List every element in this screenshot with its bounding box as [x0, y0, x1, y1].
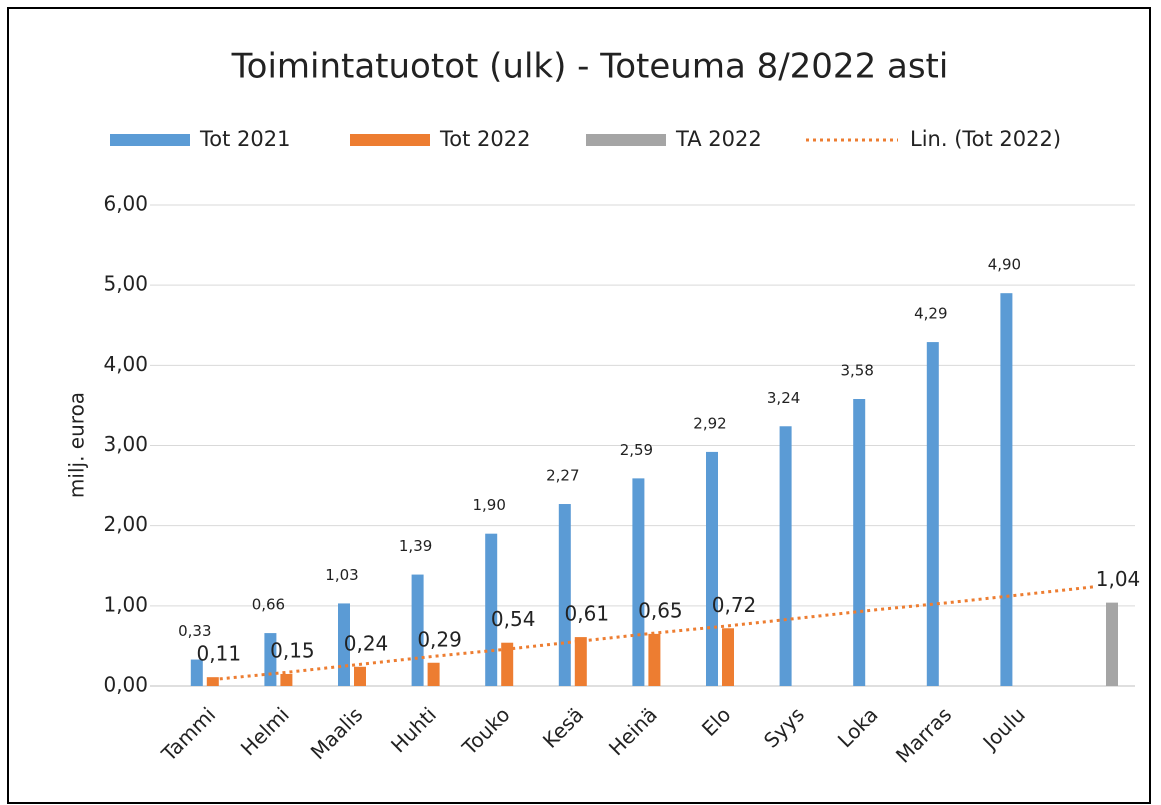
data-label: 0,29 [417, 627, 462, 651]
bar [206, 677, 219, 686]
chart-title: Toimintatuotot (ulk) - Toteuma 8/2022 as… [231, 47, 949, 87]
legend-label: Tot 2022 [439, 127, 530, 151]
data-label: 4,29 [914, 305, 947, 323]
data-label: 0,72 [712, 593, 757, 617]
bar [706, 451, 718, 686]
y-tick-label: 3,00 [103, 432, 148, 456]
data-label: 3,24 [767, 389, 800, 407]
data-label: 0,24 [344, 631, 389, 655]
bar [574, 637, 587, 686]
bar [190, 659, 203, 686]
bar [1000, 293, 1013, 686]
bar [926, 342, 939, 686]
data-label: 0,66 [252, 596, 285, 614]
data-label: 4,90 [988, 256, 1021, 274]
legend-label: Lin. (Tot 2022) [910, 127, 1061, 151]
bar [264, 633, 277, 686]
data-label: 0,11 [197, 642, 242, 666]
legend-swatch [350, 134, 430, 146]
data-label: 3,58 [840, 362, 873, 380]
y-tick-label: 2,00 [103, 512, 148, 536]
y-axis-title: milj. euroa [65, 392, 89, 498]
bar [779, 426, 792, 686]
bar [427, 662, 440, 686]
legend-swatch [110, 134, 190, 146]
data-label: 1,04 [1096, 567, 1141, 591]
bar [501, 642, 514, 686]
data-label: 2,92 [693, 414, 726, 432]
y-tick-label: 5,00 [103, 272, 148, 296]
data-label: 0,33 [178, 622, 211, 640]
bar [354, 666, 366, 686]
bar [722, 628, 734, 686]
bar [558, 504, 571, 686]
bar [648, 633, 661, 686]
y-tick-label: 6,00 [103, 192, 148, 216]
legend-label: TA 2022 [675, 127, 762, 151]
legend-swatch [586, 134, 666, 146]
trend-line [212, 585, 1097, 682]
bar [411, 574, 424, 686]
data-label: 2,59 [620, 441, 653, 459]
y-tick-label: 4,00 [103, 352, 148, 376]
bar [280, 673, 293, 686]
data-label: 1,03 [325, 566, 358, 584]
data-label: 1,90 [472, 496, 505, 514]
bar [1106, 602, 1118, 686]
bar [853, 399, 866, 686]
bar [632, 478, 645, 686]
y-tick-label: 1,00 [103, 592, 148, 616]
bar [485, 533, 498, 686]
data-label: 0,15 [270, 638, 315, 662]
data-label: 0,65 [638, 598, 683, 622]
data-label: 2,27 [546, 467, 579, 485]
legend-label: Tot 2021 [199, 127, 290, 151]
data-label: 0,61 [565, 602, 610, 626]
data-label: 1,39 [399, 537, 432, 555]
y-tick-label: 0,00 [103, 673, 148, 697]
data-label: 0,54 [491, 607, 536, 631]
